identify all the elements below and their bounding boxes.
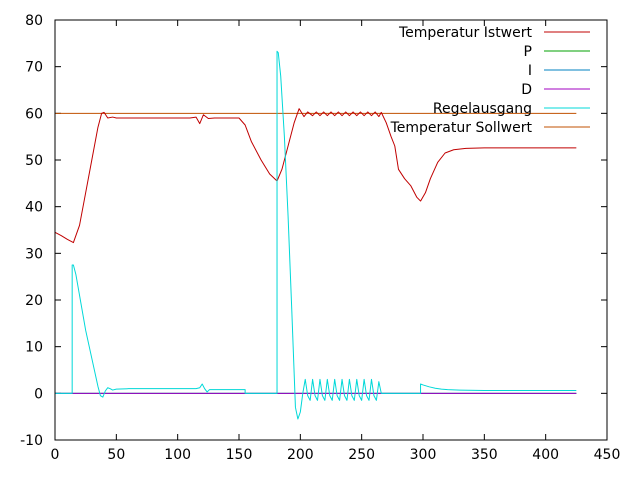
y-tick-label: -10 — [20, 433, 43, 449]
legend: Temperatur Istwert PID Regelausgang Tempera… — [390, 25, 590, 136]
x-tick-label: 300 — [410, 447, 437, 463]
plot-frame — [54, 19, 608, 441]
legend-label-temperatur-sollwert: Temperatur Sollwert — [390, 120, 533, 136]
legend-label-d: D — [521, 82, 532, 98]
x-tick-label: 100 — [164, 447, 191, 463]
y-tick-label: 70 — [25, 60, 43, 76]
series-line-regelausgang — [55, 50, 577, 420]
x-tick-label: 250 — [348, 447, 375, 463]
y-tick-label: 10 — [25, 340, 43, 356]
legend-label-p: P — [524, 44, 532, 60]
legend-label-temperatur-istwert: Temperatur Istwert — [398, 25, 533, 41]
series-line-temperatur-istwert — [54, 108, 577, 244]
x-tick-label: 200 — [287, 447, 314, 463]
x-tick-label: 350 — [471, 447, 498, 463]
y-tick-label: 20 — [25, 293, 43, 309]
y-tick-label: 80 — [25, 13, 43, 29]
y-tick-label: 50 — [25, 153, 43, 169]
y-tick-label: 30 — [25, 246, 43, 262]
x-tick-label: 400 — [532, 447, 559, 463]
x-tick-label: 450 — [594, 447, 621, 463]
y-tick-label: 60 — [25, 106, 43, 122]
axis-ticks: 0 50 100 150 200 250 300 350 400 450 -10 0 10 20 30 40 5… — [20, 13, 620, 463]
legend-label-i: I — [528, 63, 532, 79]
y-tick-label: 40 — [25, 200, 43, 216]
x-tick-label: 50 — [107, 447, 125, 463]
series-lines — [54, 50, 577, 420]
x-tick-label: 150 — [226, 447, 253, 463]
y-tick-label: 0 — [34, 386, 43, 402]
legend-label-regelausgang: Regelausgang — [433, 101, 532, 117]
x-tick-label: 0 — [51, 447, 60, 463]
